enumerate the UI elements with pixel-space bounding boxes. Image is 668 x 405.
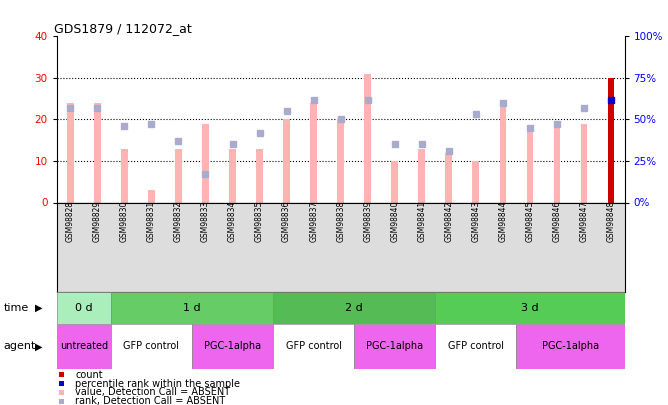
Text: value, Detection Call = ABSENT: value, Detection Call = ABSENT <box>75 388 230 397</box>
Bar <box>283 119 290 202</box>
Bar <box>310 103 317 202</box>
Bar <box>121 149 128 202</box>
Bar <box>273 324 354 369</box>
Text: percentile rank within the sample: percentile rank within the sample <box>75 379 240 388</box>
Bar <box>111 292 273 324</box>
Bar <box>354 324 436 369</box>
Bar <box>472 161 479 202</box>
Bar <box>57 324 111 369</box>
Bar <box>192 324 273 369</box>
Text: PGC-1alpha: PGC-1alpha <box>204 341 261 351</box>
Text: ▶: ▶ <box>35 303 42 313</box>
Bar <box>148 190 155 202</box>
Bar <box>337 119 344 202</box>
Text: agent: agent <box>3 341 35 351</box>
Text: untreated: untreated <box>59 341 108 351</box>
Bar <box>580 124 587 202</box>
Bar <box>436 292 625 324</box>
Bar <box>175 149 182 202</box>
Text: 0 d: 0 d <box>75 303 93 313</box>
Bar <box>364 74 371 202</box>
Text: 1 d: 1 d <box>183 303 201 313</box>
Bar <box>446 153 452 202</box>
Text: count: count <box>75 370 103 379</box>
Text: 2 d: 2 d <box>345 303 363 313</box>
Bar <box>516 324 625 369</box>
Text: ▶: ▶ <box>35 341 42 351</box>
Bar <box>273 292 436 324</box>
Bar <box>554 124 560 202</box>
Text: time: time <box>3 303 29 313</box>
Text: GDS1879 / 112072_at: GDS1879 / 112072_at <box>54 22 192 35</box>
Text: GFP control: GFP control <box>448 341 504 351</box>
Text: GFP control: GFP control <box>124 341 180 351</box>
Bar <box>500 103 506 202</box>
Text: rank, Detection Call = ABSENT: rank, Detection Call = ABSENT <box>75 396 226 405</box>
Bar <box>67 103 73 202</box>
Bar <box>57 292 111 324</box>
Bar <box>391 161 398 202</box>
Bar <box>526 128 533 202</box>
Text: PGC-1alpha: PGC-1alpha <box>366 341 424 351</box>
Bar <box>202 124 209 202</box>
Text: PGC-1alpha: PGC-1alpha <box>542 341 599 351</box>
Bar <box>608 78 615 202</box>
Bar <box>257 149 263 202</box>
Bar <box>111 324 192 369</box>
Text: 3 d: 3 d <box>521 303 539 313</box>
Bar <box>436 324 516 369</box>
Text: GFP control: GFP control <box>286 341 341 351</box>
Bar <box>418 149 425 202</box>
Bar <box>229 149 236 202</box>
Bar <box>94 103 101 202</box>
